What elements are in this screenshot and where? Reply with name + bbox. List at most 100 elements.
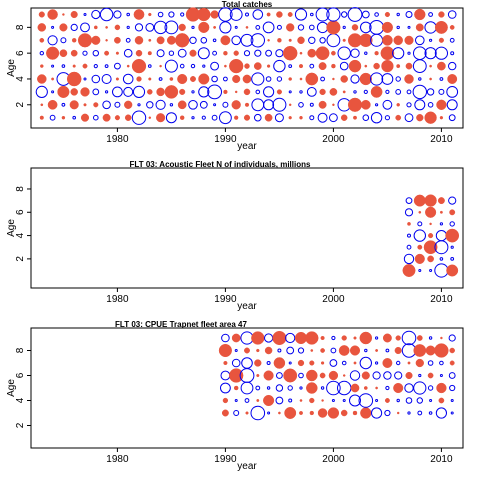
positive-residual-bubble: [189, 36, 197, 44]
positive-residual-bubble: [329, 113, 338, 123]
positive-residual-bubble: [385, 385, 390, 391]
positive-residual-bubble: [255, 385, 261, 391]
negative-residual-bubble: [276, 11, 283, 18]
positive-residual-bubble: [198, 86, 210, 98]
negative-residual-bubble: [47, 9, 58, 20]
negative-residual-bubble: [404, 35, 414, 45]
negative-residual-bubble: [297, 36, 305, 45]
negative-residual-bubble: [320, 335, 325, 341]
positive-residual-bubble: [375, 399, 379, 402]
positive-residual-bubble: [439, 257, 444, 261]
positive-residual-bubble: [288, 64, 293, 68]
negative-residual-bubble: [114, 115, 120, 121]
positive-residual-bubble: [449, 384, 456, 392]
negative-residual-bubble: [71, 38, 77, 43]
positive-residual-bubble: [148, 64, 152, 68]
positive-residual-bubble: [220, 382, 231, 394]
positive-residual-bubble: [359, 356, 372, 370]
negative-residual-bubble: [437, 61, 446, 71]
negative-residual-bubble: [382, 333, 392, 343]
negative-residual-bubble: [434, 20, 448, 34]
negative-residual-bubble: [405, 371, 413, 380]
negative-residual-bubble: [375, 349, 379, 352]
positive-residual-bubble: [91, 74, 101, 84]
positive-residual-bubble: [168, 11, 175, 18]
negative-residual-bubble: [288, 103, 292, 107]
positive-residual-bubble: [403, 253, 415, 265]
negative-residual-bubble: [424, 194, 437, 207]
negative-residual-bubble: [287, 12, 293, 17]
negative-residual-bubble: [70, 88, 78, 96]
positive-residual-bubble: [266, 361, 271, 365]
negative-residual-bubble: [359, 33, 373, 48]
negative-residual-bubble: [266, 12, 271, 17]
positive-residual-bubble: [274, 113, 284, 123]
positive-residual-bubble: [317, 112, 328, 123]
negative-residual-bubble: [319, 372, 326, 379]
negative-residual-bubble: [254, 359, 262, 367]
negative-residual-bubble: [256, 399, 260, 402]
negative-residual-bubble: [396, 411, 400, 415]
negative-residual-bubble: [382, 34, 393, 46]
positive-residual-bubble: [429, 269, 433, 272]
panel-3-xlabel: year: [237, 461, 257, 472]
positive-residual-bubble: [370, 112, 383, 124]
negative-residual-bubble: [244, 347, 250, 354]
positive-residual-bubble: [234, 25, 238, 29]
negative-residual-bubble: [57, 85, 70, 98]
positive-residual-bubble: [439, 374, 443, 377]
negative-residual-bubble: [147, 51, 152, 56]
negative-residual-bubble: [37, 74, 47, 84]
positive-residual-bubble: [375, 361, 379, 365]
positive-residual-bubble: [200, 37, 208, 44]
negative-residual-bubble: [245, 411, 249, 415]
positive-residual-bubble: [146, 101, 154, 109]
negative-residual-bubble: [93, 25, 98, 30]
panel-1-bubbles: [35, 7, 459, 125]
negative-residual-bubble: [348, 59, 362, 73]
positive-residual-bubble: [134, 23, 144, 32]
negative-residual-bubble: [305, 331, 319, 345]
positive-residual-bubble: [413, 229, 426, 242]
negative-residual-bubble: [104, 50, 110, 56]
negative-residual-bubble: [360, 407, 372, 419]
positive-residual-bubble: [450, 257, 455, 261]
y-tick-label: 6: [15, 372, 26, 378]
positive-residual-bubble: [131, 110, 147, 125]
positive-residual-bubble: [114, 101, 121, 108]
positive-residual-bubble: [285, 332, 296, 344]
negative-residual-bubble: [329, 88, 338, 96]
negative-residual-bubble: [156, 36, 165, 45]
positive-residual-bubble: [363, 89, 368, 95]
positive-residual-bubble: [191, 116, 195, 120]
negative-residual-bubble: [136, 76, 142, 82]
positive-residual-bubble: [448, 196, 457, 205]
positive-residual-bubble: [361, 10, 370, 19]
positive-residual-bubble: [426, 88, 435, 96]
positive-residual-bubble: [309, 102, 314, 107]
positive-residual-bubble: [273, 59, 286, 73]
x-tick-label: 2000: [322, 454, 345, 465]
negative-residual-bubble: [256, 373, 260, 378]
negative-residual-bubble: [321, 399, 324, 402]
negative-residual-bubble: [80, 87, 90, 97]
positive-residual-bubble: [319, 37, 326, 44]
panel-3-title: FLT 03: CPUE Trapnet fleet area 47: [115, 320, 247, 329]
negative-residual-bubble: [189, 49, 197, 57]
positive-residual-bubble: [219, 111, 232, 125]
negative-residual-bubble: [393, 382, 404, 394]
positive-residual-bubble: [434, 263, 449, 278]
positive-residual-bubble: [288, 398, 293, 403]
negative-residual-bubble: [381, 59, 394, 73]
positive-residual-bubble: [202, 64, 206, 68]
y-tick-label: 4: [15, 76, 26, 82]
negative-residual-bubble: [135, 49, 143, 57]
positive-residual-bubble: [427, 360, 434, 366]
positive-residual-bubble: [188, 100, 198, 110]
positive-residual-bubble: [234, 349, 238, 352]
negative-residual-bubble: [349, 345, 361, 356]
negative-residual-bubble: [310, 349, 314, 352]
panel-2-ylabel: Age: [6, 219, 17, 237]
positive-residual-bubble: [125, 37, 131, 43]
